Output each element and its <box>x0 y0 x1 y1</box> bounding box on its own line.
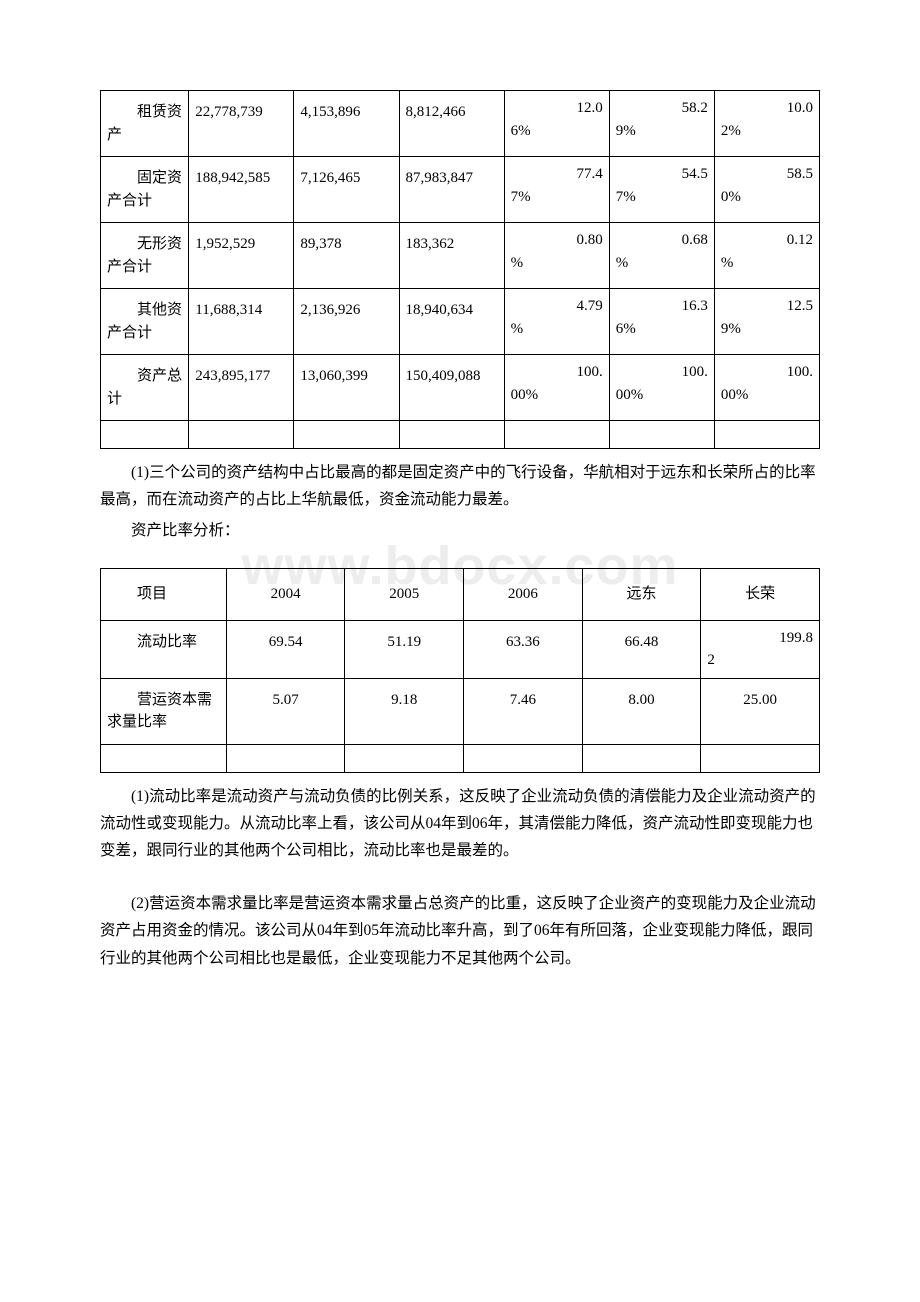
percent-cell: 100.00% <box>609 355 714 421</box>
percent-cell: 77.47% <box>504 157 609 223</box>
data-cell: 11,688,314 <box>189 289 294 355</box>
header-cell: 项目 <box>101 569 227 621</box>
row-label: 无形资产合计 <box>101 223 189 289</box>
row-label: 流动比率 <box>101 620 227 678</box>
table-header-row: 项目200420052006远东长荣 <box>101 569 820 621</box>
subheading-ratio-analysis: 资产比率分析： <box>100 517 820 544</box>
empty-cell <box>714 421 819 449</box>
data-cell: 1,952,529 <box>189 223 294 289</box>
asset-structure-table: 租赁资产22,778,7394,153,8968,812,46612.06%58… <box>100 90 820 449</box>
empty-cell <box>101 421 189 449</box>
data-cell: 22,778,739 <box>189 91 294 157</box>
data-cell: 7,126,465 <box>294 157 399 223</box>
empty-cell <box>701 744 820 772</box>
data-cell: 183,362 <box>399 223 504 289</box>
data-cell: 243,895,177 <box>189 355 294 421</box>
row-label: 租赁资产 <box>101 91 189 157</box>
data-cell: 51.19 <box>345 620 464 678</box>
table-row-empty <box>101 421 820 449</box>
percent-cell: 58.29% <box>609 91 714 157</box>
data-cell: 87,983,847 <box>399 157 504 223</box>
percent-cell: 100.00% <box>714 355 819 421</box>
row-label: 其他资产合计 <box>101 289 189 355</box>
header-cell: 长荣 <box>701 569 820 621</box>
data-cell: 69.54 <box>226 620 345 678</box>
percent-cell: 12.06% <box>504 91 609 157</box>
table-row: 流动比率69.5451.1963.3666.48199.82 <box>101 620 820 678</box>
percent-cell: 10.02% <box>714 91 819 157</box>
data-cell: 7.46 <box>464 678 583 744</box>
asset-ratio-table: 项目200420052006远东长荣流动比率69.5451.1963.3666.… <box>100 568 820 773</box>
data-cell: 2,136,926 <box>294 289 399 355</box>
header-cell: 2005 <box>345 569 464 621</box>
table-row: 租赁资产22,778,7394,153,8968,812,46612.06%58… <box>101 91 820 157</box>
percent-cell: 4.79% <box>504 289 609 355</box>
empty-cell <box>189 421 294 449</box>
table-row: 其他资产合计11,688,3142,136,92618,940,6344.79%… <box>101 289 820 355</box>
empty-cell <box>504 421 609 449</box>
data-cell: 13,060,399 <box>294 355 399 421</box>
row-label: 资产总计 <box>101 355 189 421</box>
empty-cell <box>294 421 399 449</box>
empty-cell <box>226 744 345 772</box>
percent-cell: 0.80% <box>504 223 609 289</box>
percent-cell: 0.12% <box>714 223 819 289</box>
table-row: 营运资本需求量比率5.079.187.468.0025.00 <box>101 678 820 744</box>
percent-cell: 54.57% <box>609 157 714 223</box>
header-cell: 远东 <box>582 569 701 621</box>
data-cell: 63.36 <box>464 620 583 678</box>
percent-cell: 0.68% <box>609 223 714 289</box>
row-label: 固定资产合计 <box>101 157 189 223</box>
data-cell: 4,153,896 <box>294 91 399 157</box>
table-row: 无形资产合计1,952,52989,378183,3620.80%0.68%0.… <box>101 223 820 289</box>
data-cell: 150,409,088 <box>399 355 504 421</box>
data-cell: 8,812,466 <box>399 91 504 157</box>
table-row-empty <box>101 744 820 772</box>
data-cell: 188,942,585 <box>189 157 294 223</box>
empty-cell <box>464 744 583 772</box>
data-cell: 25.00 <box>701 678 820 744</box>
empty-cell <box>582 744 701 772</box>
data-cell: 9.18 <box>345 678 464 744</box>
paragraph-current-ratio: (1)流动比率是流动资产与流动负债的比例关系，这反映了企业流动负债的清偿能力及企… <box>100 783 820 864</box>
percent-cell: 100.00% <box>504 355 609 421</box>
table-row: 固定资产合计188,942,5857,126,46587,983,84777.4… <box>101 157 820 223</box>
header-cell: 2006 <box>464 569 583 621</box>
empty-cell <box>101 744 227 772</box>
row-label: 营运资本需求量比率 <box>101 678 227 744</box>
paragraph-asset-structure: (1)三个公司的资产结构中占比最高的都是固定资产中的飞行设备，华航相对于远东和长… <box>100 459 820 513</box>
data-cell: 5.07 <box>226 678 345 744</box>
empty-cell <box>609 421 714 449</box>
paragraph-working-capital: (2)营运资本需求量比率是营运资本需求量占总资产的比重，这反映了企业资产的变现能… <box>100 890 820 971</box>
header-cell: 2004 <box>226 569 345 621</box>
data-cell: 18,940,634 <box>399 289 504 355</box>
percent-cell: 16.36% <box>609 289 714 355</box>
empty-cell <box>399 421 504 449</box>
percent-cell: 58.50% <box>714 157 819 223</box>
data-cell: 89,378 <box>294 223 399 289</box>
data-cell: 199.82 <box>701 620 820 678</box>
empty-cell <box>345 744 464 772</box>
table-row: 资产总计243,895,17713,060,399150,409,088100.… <box>101 355 820 421</box>
percent-cell: 12.59% <box>714 289 819 355</box>
data-cell: 8.00 <box>582 678 701 744</box>
data-cell: 66.48 <box>582 620 701 678</box>
